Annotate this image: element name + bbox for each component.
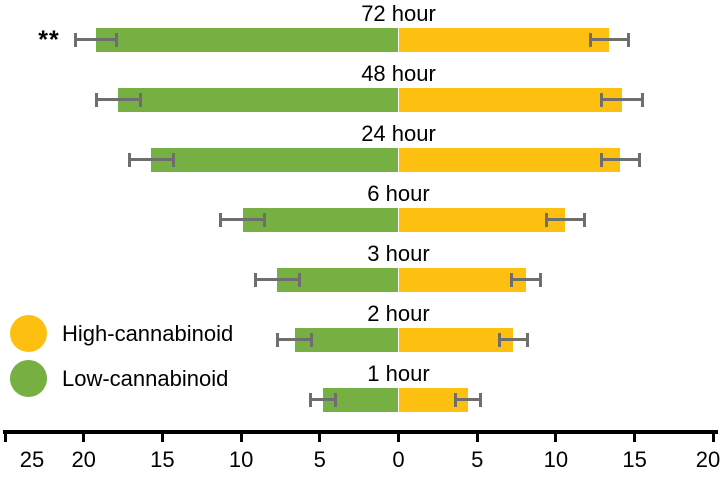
error-bar-line [588,38,630,41]
error-bar-line [275,338,314,341]
error-bar-cap [641,93,645,107]
high-cannabinoid-swatch-icon [10,315,47,352]
error-bar-low [219,213,267,227]
error-bar-cap [171,153,175,167]
bar-high-cannabinoid [398,88,622,112]
error-bar-cap [538,273,542,287]
bar-low-cannabinoid [118,88,399,112]
error-bar-cap [115,33,119,47]
category-label: 3 hour [367,241,430,266]
error-bar-cap [582,213,586,227]
error-bar-cap [526,333,530,347]
bar-high-cannabinoid [398,268,526,292]
error-bar-cap [138,93,142,107]
error-bar-cap [310,333,314,347]
error-bar-line [453,398,482,401]
error-bar-high [510,273,542,287]
low-cannabinoid-swatch-icon [10,360,47,397]
bar-low-cannabinoid [151,148,399,172]
x-axis-tick-label: 10 [228,447,254,472]
x-axis-tick [82,430,86,442]
error-bar-high [599,153,641,167]
category-label: 72 hour [361,1,436,26]
category-label: 6 hour [367,181,430,206]
error-bar-high [544,213,586,227]
bar-high-cannabinoid [398,328,514,352]
error-bar-line [510,278,542,281]
error-bar-low [127,153,175,167]
error-bar-low [253,273,301,287]
x-axis-tick-label: 20 [695,447,721,472]
x-axis-tick [239,430,243,442]
error-bar-line [127,158,175,161]
error-bar-line [544,218,586,221]
x-axis-tick-label: 25 [19,447,45,472]
error-bar-low [308,393,338,407]
error-bar-low [74,33,119,47]
error-bar-cap [263,213,267,227]
x-axis-tick-label: 15 [622,447,647,472]
x-axis-tick [475,430,479,442]
error-bar-line [497,338,530,341]
category-label: 1 hour [367,361,430,386]
error-bar-line [599,98,645,101]
bar-low-cannabinoid [242,208,399,232]
significance-marker: ** [38,26,60,54]
category-label: 24 hour [361,121,436,146]
x-axis-tick [711,430,715,442]
x-axis-tick [160,430,164,442]
error-bar-low [94,93,142,107]
error-bar-high [453,393,482,407]
legend-label-low-cannabinoid: Low-cannabinoid [62,366,229,391]
error-bar-cap [637,153,641,167]
error-bar-line [308,398,338,401]
bar-low-cannabinoid [96,28,399,52]
bar-high-cannabinoid [398,148,621,172]
x-axis-tick-label: 20 [71,447,96,472]
error-bar-line [599,158,641,161]
x-axis-tick [318,430,322,442]
error-bar-cap [334,393,338,407]
x-axis-tick [633,430,637,442]
x-axis-line [3,430,718,434]
x-axis-tick [554,430,558,442]
x-axis-tick-label: 10 [543,447,569,472]
error-bar-high [588,33,630,47]
bar-high-cannabinoid [398,208,566,232]
x-axis-tick [397,430,400,442]
x-axis-tick-label: 0 [392,447,405,472]
error-bar-line [94,98,142,101]
error-bar-line [253,278,301,281]
error-bar-cap [478,393,482,407]
error-bar-cap [297,273,301,287]
x-axis-tick-label: 5 [313,447,326,472]
x-axis-tick [3,430,7,442]
category-label: 2 hour [367,301,430,326]
error-bar-cap [626,33,630,47]
x-axis-tick-label: 15 [150,447,175,472]
error-bar-high [599,93,645,107]
error-bar-high [497,333,530,347]
category-label: 48 hour [361,61,436,86]
legend-label-high-cannabinoid: High-cannabinoid [62,321,234,346]
error-bar-line [219,218,267,221]
error-bar-line [74,38,119,41]
x-axis-tick-label: 5 [471,447,484,472]
bar-high-cannabinoid [398,28,610,52]
error-bar-low [275,333,314,347]
